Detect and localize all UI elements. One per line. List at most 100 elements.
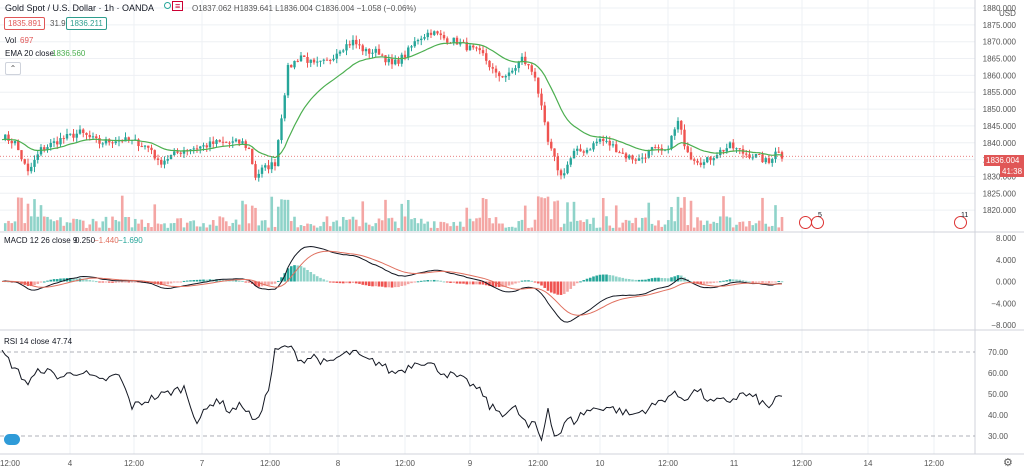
- macd-tick-label: 4.000: [996, 256, 1017, 265]
- macd-histogram-bar: [124, 281, 127, 283]
- candle-body: [455, 37, 459, 45]
- volume-bar: [731, 227, 735, 231]
- volume-bar: [153, 204, 157, 231]
- alert-icon[interactable]: ≡: [172, 1, 184, 11]
- candle-body: [673, 129, 676, 136]
- volume-bar: [582, 221, 586, 231]
- macd-label: MACD 12 26 close 9: [4, 236, 78, 245]
- candle-body: [160, 159, 163, 165]
- candle-body: [17, 141, 20, 151]
- macd-histogram-bar: [397, 281, 400, 288]
- candle-body: [166, 159, 169, 161]
- candle-body: [238, 139, 241, 144]
- macd-histogram-bar: [741, 280, 745, 282]
- volume-bar: [150, 227, 153, 231]
- volume-bar: [640, 217, 644, 231]
- macd-histogram-bar: [481, 281, 485, 285]
- volume-bar: [575, 220, 579, 231]
- macd-histogram-bar: [351, 281, 355, 283]
- us-flag-icon[interactable]: [954, 216, 967, 229]
- candle-body: [537, 77, 540, 94]
- volume-bar: [120, 195, 124, 231]
- volume-bar: [676, 196, 680, 231]
- volume-bar: [328, 226, 332, 231]
- volume-bar: [650, 223, 654, 231]
- macd-histogram-bar: [208, 279, 212, 282]
- candle-body: [621, 152, 624, 154]
- volume-bar: [501, 223, 504, 231]
- candle-body: [706, 157, 709, 163]
- volume-bar: [237, 224, 241, 231]
- candle-body: [764, 158, 767, 163]
- candle-body: [608, 140, 611, 146]
- candle-body: [225, 141, 228, 143]
- volume-bar: [111, 216, 114, 231]
- macd-histogram-bar: [410, 281, 413, 284]
- macd-histogram-bar: [488, 281, 491, 287]
- volume-bar: [595, 227, 599, 231]
- volume-bar: [767, 226, 771, 231]
- macd-histogram-bar: [390, 281, 394, 288]
- macd-histogram-bar: [543, 281, 547, 288]
- candle-body: [59, 138, 62, 145]
- macd-histogram-bar: [403, 281, 407, 286]
- volume-bar: [315, 227, 319, 231]
- volume-bar: [452, 222, 456, 231]
- volume-bar: [514, 227, 517, 231]
- candle-body: [345, 44, 348, 51]
- macd-histogram-bar: [380, 281, 384, 287]
- candle-body: [777, 151, 780, 153]
- event-count: 11: [961, 212, 969, 219]
- macd-histogram-bar: [754, 281, 758, 283]
- volume-bar: [130, 227, 134, 231]
- rsi-tick-label: 30.00: [988, 432, 1009, 441]
- collapse-legend-button[interactable]: ⌃: [5, 62, 21, 75]
- macd-histogram-bar: [345, 281, 348, 284]
- volume-bar: [104, 216, 108, 231]
- macd-histogram-bar: [507, 281, 511, 286]
- candle-body: [153, 150, 156, 159]
- macd-histogram-bar: [198, 279, 202, 282]
- candle-body: [286, 64, 290, 96]
- ask-price[interactable]: 1836.211: [66, 17, 107, 30]
- candle-body: [745, 153, 748, 155]
- volume-bar: [608, 225, 612, 231]
- candle-body: [368, 48, 371, 54]
- cloud-icon[interactable]: [4, 434, 20, 445]
- volume-bar: [46, 216, 49, 231]
- candle-body: [686, 146, 689, 153]
- macd-histogram-bar: [263, 281, 267, 286]
- macd-histogram-bar: [120, 281, 124, 283]
- macd-histogram-bar: [104, 281, 108, 283]
- volume-bar: [302, 226, 306, 231]
- volume-bar: [59, 217, 62, 231]
- candle-body: [442, 35, 446, 39]
- candle-body: [751, 157, 754, 159]
- macd-histogram-bar: [631, 279, 634, 282]
- macd-histogram-bar: [549, 281, 553, 293]
- volume-bar: [143, 226, 147, 231]
- candle-body: [559, 170, 563, 176]
- volume-bar: [202, 223, 205, 231]
- candle-body: [514, 68, 517, 71]
- candle-body: [423, 37, 426, 39]
- candle-body: [676, 120, 680, 130]
- macd-histogram-bar: [406, 281, 410, 285]
- candle-body: [485, 53, 488, 61]
- us-flag-icon[interactable]: [811, 216, 824, 229]
- bid-price[interactable]: 1835.891: [4, 17, 46, 30]
- macd-histogram-bar: [205, 279, 209, 282]
- candle-body: [361, 45, 364, 52]
- candle-body: [7, 134, 10, 141]
- macd-histogram-bar: [582, 280, 586, 282]
- gear-icon[interactable]: ⚙: [1003, 457, 1013, 469]
- volume-bar: [276, 206, 280, 231]
- candle-body: [52, 141, 56, 143]
- macd-histogram-bar: [540, 281, 543, 286]
- candle-body: [312, 59, 316, 63]
- macd-histogram-bar: [647, 278, 651, 282]
- volume-bar: [306, 223, 309, 231]
- currency-label[interactable]: USD: [999, 9, 1016, 18]
- volume-bar: [484, 199, 488, 231]
- volume-bar: [618, 227, 621, 231]
